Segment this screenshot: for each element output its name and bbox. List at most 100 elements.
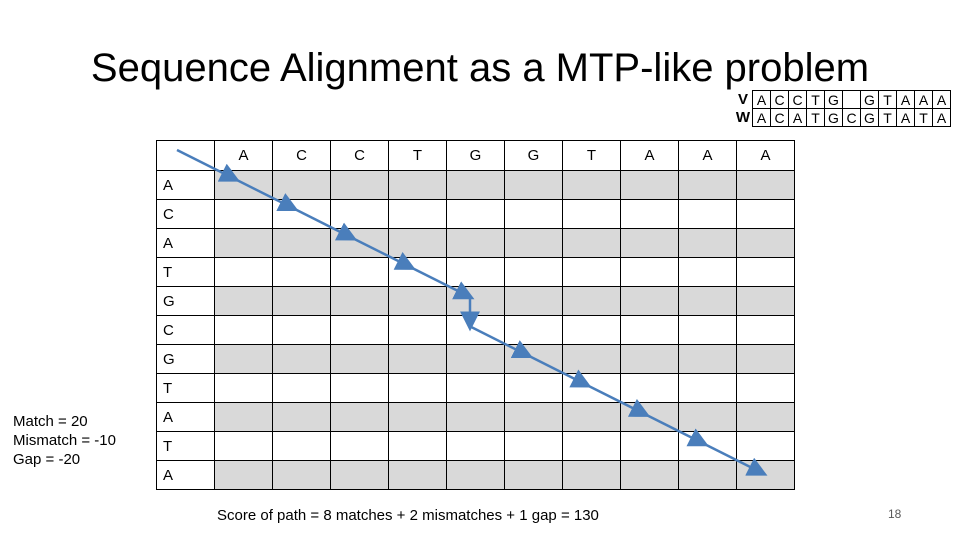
grid-cell xyxy=(214,460,273,490)
slide-title: Sequence Alignment as a MTP-like problem xyxy=(90,46,870,90)
row-label: T xyxy=(156,373,215,403)
grid-cell xyxy=(562,460,621,490)
grid-cell xyxy=(736,315,795,345)
row-label: A xyxy=(156,170,215,200)
row-label: T xyxy=(156,431,215,461)
grid-cell xyxy=(562,199,621,229)
grid-header-row: A C C T G G T A A A xyxy=(156,140,795,171)
grid-cell xyxy=(446,199,505,229)
page-number: 18 xyxy=(888,507,902,521)
grid-cell xyxy=(330,286,389,316)
path-edge xyxy=(352,237,416,270)
alignment-row-w: W A C A T G C G T A T A xyxy=(734,108,951,127)
grid-cell xyxy=(446,460,505,490)
grid-cell xyxy=(736,431,795,461)
grid-row: C xyxy=(156,315,795,345)
grid-cell xyxy=(562,228,621,258)
grid-cell xyxy=(678,460,737,490)
grid-cell xyxy=(620,228,679,258)
w-char: A xyxy=(932,108,951,127)
alignment-table: V A C C T G G T A A A W A C A T G C G T … xyxy=(734,90,951,127)
grid-row: A xyxy=(156,402,795,432)
grid-cell xyxy=(272,460,331,490)
grid-cell xyxy=(678,402,737,432)
path-edge xyxy=(586,384,651,417)
grid-row: C xyxy=(156,199,795,229)
grid-cell xyxy=(504,228,563,258)
grid-cell xyxy=(214,402,273,432)
grid-cell xyxy=(562,170,621,200)
grid-cell xyxy=(620,199,679,229)
path-edge xyxy=(176,148,241,182)
grid-cell xyxy=(562,315,621,345)
grid-row: T xyxy=(156,431,795,461)
grid-row: A xyxy=(156,170,795,200)
grid-cell xyxy=(330,373,389,403)
grid-cell xyxy=(620,170,679,200)
grid-cell xyxy=(446,402,505,432)
col-label: T xyxy=(388,140,447,171)
grid-cell xyxy=(678,257,737,287)
grid-cell xyxy=(214,199,273,229)
grid-cell xyxy=(214,228,273,258)
w-label: W xyxy=(735,109,751,126)
col-label: A xyxy=(736,140,795,171)
grid-cell xyxy=(330,315,389,345)
grid-row: G xyxy=(156,286,795,316)
grid-cell xyxy=(214,344,273,374)
grid-cell xyxy=(504,402,563,432)
col-label: C xyxy=(330,140,389,171)
v-label: V xyxy=(737,91,748,108)
alignment-row-v: V A C C T G G T A A A xyxy=(734,90,951,109)
w-char: G xyxy=(824,108,843,127)
grid-cell xyxy=(504,257,563,287)
path-edge xyxy=(410,266,475,300)
grid-cell xyxy=(272,315,331,345)
row-label: A xyxy=(156,402,215,432)
path-edge xyxy=(528,354,592,388)
scoring-scheme: Match = 20 Mismatch = -10 Gap = -20 xyxy=(13,412,116,469)
w-char: C xyxy=(842,108,861,127)
grid-row: T xyxy=(156,257,795,287)
grid-cell xyxy=(504,286,563,316)
grid-cell xyxy=(736,170,795,200)
grid-cell xyxy=(562,402,621,432)
grid-cell xyxy=(388,402,447,432)
path-edge xyxy=(645,413,709,447)
grid-cell xyxy=(562,344,621,374)
grid-cell xyxy=(388,199,447,229)
grid-cell xyxy=(330,460,389,490)
row-label: A xyxy=(156,460,215,490)
grid-cell xyxy=(620,373,679,403)
grid-cell xyxy=(736,199,795,229)
grid-cell xyxy=(272,286,331,316)
grid-cell xyxy=(330,228,389,258)
w-char: T xyxy=(914,108,933,127)
match-score: Match = 20 xyxy=(13,413,88,430)
grid-cell xyxy=(736,286,795,316)
grid-cell xyxy=(562,286,621,316)
gap-score: Gap = -20 xyxy=(13,451,81,468)
grid-cell xyxy=(272,228,331,258)
grid-cell xyxy=(446,286,505,316)
grid-cell xyxy=(272,373,331,403)
grid-row: T xyxy=(156,373,795,403)
grid-cell xyxy=(736,344,795,374)
w-char: A xyxy=(896,108,915,127)
path-edge xyxy=(235,178,299,212)
path-edge xyxy=(703,442,768,476)
grid-cell xyxy=(214,373,273,403)
grid-cell xyxy=(388,460,447,490)
grid-cell xyxy=(388,344,447,374)
grid-cell xyxy=(736,257,795,287)
grid-cell xyxy=(678,286,737,316)
path-edge xyxy=(469,325,534,359)
grid-cell xyxy=(562,257,621,287)
grid-cell xyxy=(504,460,563,490)
grid-cell xyxy=(620,286,679,316)
grid-cell xyxy=(446,170,505,200)
path-score-text: Score of path = 8 matches + 2 mismatches… xyxy=(217,507,599,524)
row-label: C xyxy=(156,199,215,229)
grid-cell xyxy=(620,344,679,374)
